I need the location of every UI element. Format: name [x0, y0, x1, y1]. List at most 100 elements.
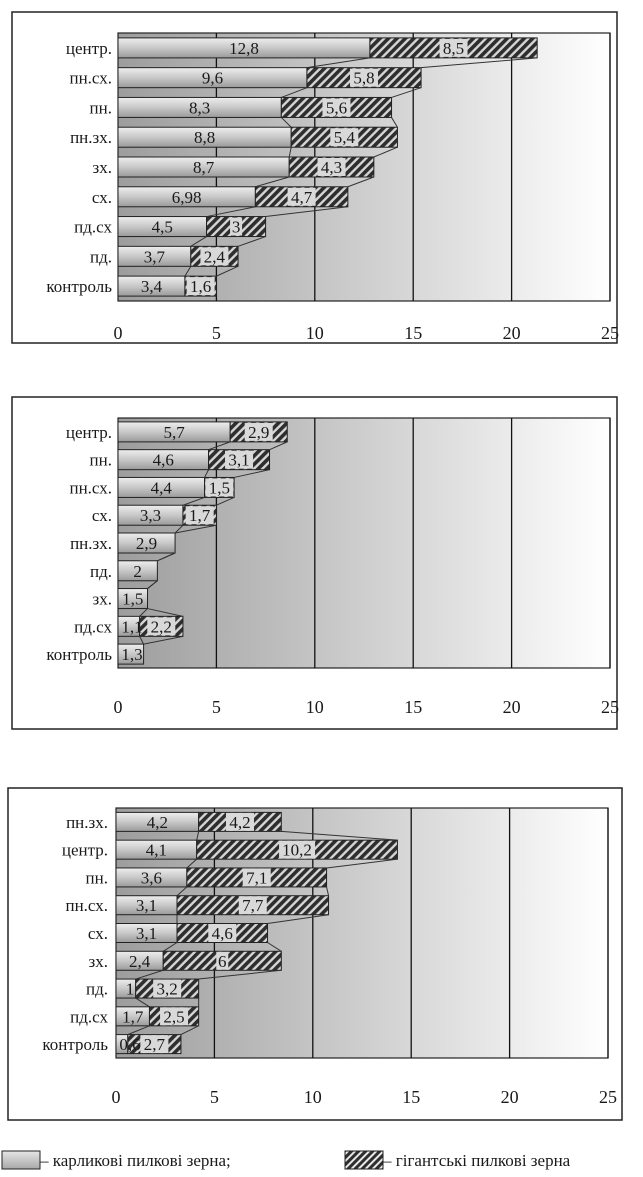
x-tick-label: 10	[304, 1087, 322, 1107]
x-tick-label: 5	[210, 1087, 219, 1107]
x-tick-label: 25	[601, 323, 619, 343]
category-label: пн.сх.	[69, 69, 112, 88]
series-line	[306, 57, 370, 69]
value-label-bg	[242, 868, 271, 887]
value-label-bg	[208, 924, 237, 942]
x-tick-label: 20	[501, 1087, 519, 1107]
legend: – карликові пилкові зерна; – гігантські …	[1, 1150, 571, 1170]
series-line	[326, 886, 330, 896]
value-label-bg	[205, 478, 234, 497]
category-label: пд.сх	[70, 1007, 108, 1026]
category-label: зх.	[93, 158, 112, 177]
value-label-bg	[225, 812, 254, 831]
value-label-giant: 4,3	[321, 158, 342, 177]
x-tick-label: 15	[404, 323, 422, 343]
category-label: пд.сх	[74, 617, 112, 636]
category-label: контроль	[42, 1035, 108, 1054]
category-label: сх.	[92, 188, 112, 207]
value-label-dwarf: 3,1	[136, 924, 157, 943]
chart-3: 0 5 10 15 20 25 пн.зх. 4,2 4,2 центр. 4,1 10,2 пн. 3,…	[7, 787, 623, 1121]
series-line	[255, 176, 290, 188]
series-line	[269, 441, 288, 451]
value-label-dwarf: 3,3	[140, 506, 161, 525]
series-line	[135, 997, 150, 1008]
bar-dwarf	[117, 560, 158, 582]
value-label-dwarf: 1,1	[121, 617, 142, 636]
value-label-giant: 6	[218, 952, 227, 971]
value-label-bg	[186, 277, 215, 296]
series-line	[162, 942, 178, 952]
x-tick-label: 20	[503, 323, 521, 343]
series-line	[421, 57, 538, 69]
series-line	[135, 969, 164, 980]
category-label: зх.	[89, 952, 108, 971]
value-label-giant: 5,4	[334, 128, 356, 147]
series-line	[174, 524, 184, 534]
series-line	[281, 830, 398, 841]
category-label: пн.зх.	[66, 813, 108, 832]
x-tick-label: 20	[503, 697, 521, 717]
x-tick-label: 10	[306, 323, 324, 343]
category-label: центр.	[66, 39, 112, 58]
series-line	[208, 441, 231, 451]
category-label: пн.	[90, 98, 112, 117]
value-label-dwarf: 4,6	[153, 451, 174, 470]
value-label-giant: 2,5	[163, 1007, 184, 1026]
value-label-bg	[147, 617, 176, 636]
value-label-dwarf: 0,6	[119, 1035, 140, 1054]
x-tick-label: 5	[212, 697, 221, 717]
series-line	[157, 552, 176, 562]
value-label-giant: 3,2	[157, 980, 178, 999]
value-label-dwarf: 1,3	[121, 645, 142, 664]
category-label: зх.	[93, 590, 112, 609]
series-line	[143, 635, 184, 645]
x-tick-label: 0	[112, 1087, 121, 1107]
legend-swatch-giant	[344, 1150, 384, 1170]
series-line	[139, 608, 148, 617]
series-line	[281, 87, 308, 98]
chart-1: 0 5 10 15 20 25 центр. 12,8 8,5 пн.сх. 9,6 5,8 пн. 8,…	[11, 11, 619, 344]
series-line	[206, 206, 256, 218]
value-label-giant: 3,1	[228, 451, 249, 470]
series-line	[186, 858, 198, 869]
value-label-dwarf: 9,6	[202, 69, 223, 88]
category-label: пд.сх	[74, 218, 112, 237]
x-tick-label: 25	[601, 697, 619, 717]
series-line	[391, 87, 422, 98]
bar-dwarf	[117, 532, 176, 554]
legend-swatch-dwarf	[1, 1150, 41, 1170]
series-line	[265, 206, 348, 218]
value-label-bg	[160, 1007, 189, 1026]
value-label-bg	[350, 68, 378, 87]
value-label-giant: 4,2	[229, 813, 250, 832]
value-label-dwarf: 2,9	[136, 534, 157, 553]
x-tick-label: 0	[114, 697, 123, 717]
value-label-giant: 1,7	[189, 506, 211, 525]
value-label-giant: 7,7	[242, 896, 264, 915]
category-label: пд.	[90, 562, 112, 581]
value-label-dwarf: 3,6	[141, 868, 162, 887]
value-label-dwarf: 12,8	[229, 39, 259, 58]
series-line	[267, 914, 329, 924]
x-tick-label: 15	[404, 697, 422, 717]
value-label-dwarf: 3,7	[144, 247, 166, 266]
series-line	[234, 469, 270, 478]
value-label-giant: 1,6	[190, 277, 211, 296]
series-line	[147, 580, 158, 589]
value-label-giant: 5,8	[353, 69, 374, 88]
x-tick-label: 5	[212, 323, 221, 343]
value-label-dwarf: 1,7	[122, 1007, 144, 1026]
value-label-bg	[185, 506, 214, 525]
value-label-bg	[200, 247, 229, 266]
series-line	[196, 831, 200, 841]
category-label: пн.зх.	[70, 534, 112, 553]
value-label-giant: 2,7	[144, 1035, 166, 1054]
category-label: пн.сх.	[65, 896, 108, 915]
value-label-bg	[330, 128, 359, 147]
category-label: пд.	[90, 247, 112, 266]
value-label-dwarf: 5,7	[163, 423, 185, 442]
value-label-dwarf: 6,98	[172, 188, 202, 207]
series-line	[190, 236, 207, 247]
value-label-dwarf: 4,1	[146, 841, 167, 860]
value-label-bg	[216, 951, 229, 970]
